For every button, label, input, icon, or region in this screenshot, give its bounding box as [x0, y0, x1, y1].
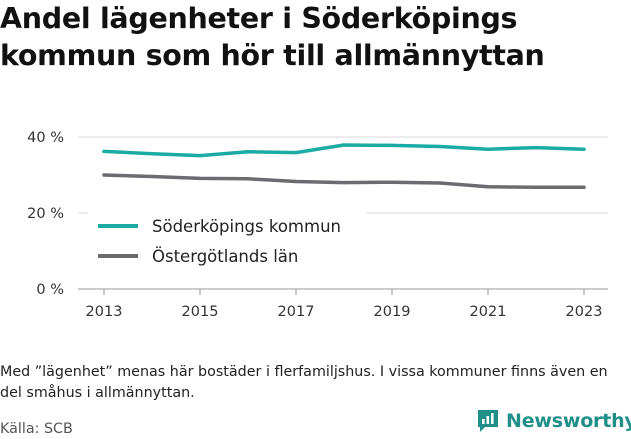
data-point	[198, 154, 202, 158]
data-point	[390, 180, 394, 184]
brand-name: Newsworthy	[506, 410, 631, 432]
data-point	[486, 185, 490, 189]
x-tick-label: 2017	[278, 304, 315, 320]
data-point	[246, 177, 250, 181]
data-point	[438, 181, 442, 185]
data-point	[294, 179, 298, 184]
data-point	[486, 147, 490, 151]
y-axis-ticks: 0 % 20 % 40 %	[27, 130, 64, 298]
x-tick-label: 2013	[86, 304, 123, 320]
source-credit: Källa: SCB	[0, 421, 73, 437]
series-line-1	[102, 143, 586, 158]
data-point	[582, 147, 586, 151]
x-tick-label: 2019	[374, 304, 411, 320]
data-point	[198, 176, 202, 181]
y-tick-label: 40 %	[27, 130, 64, 146]
chart-note: Med ”lägenhet” menas här bostäder i fler…	[0, 364, 608, 401]
newsworthy-chart-logo-icon	[478, 410, 498, 432]
legend-item-2: Östergötlands län	[98, 247, 298, 266]
x-axis-ticks: 2013 2015 2017 2019 2021 2023	[86, 289, 603, 320]
legend-label-1: Söderköpings kommun	[152, 217, 341, 236]
data-point	[150, 174, 154, 179]
series-lines	[102, 143, 586, 189]
data-point	[342, 143, 346, 147]
legend-item-1: Söderköpings kommun	[98, 217, 341, 236]
data-point	[102, 149, 106, 154]
data-point	[438, 144, 442, 149]
data-point	[534, 146, 538, 150]
data-point	[294, 150, 298, 155]
data-point	[390, 143, 394, 147]
legend: Söderköpings kommun Östergötlands län	[88, 210, 366, 272]
data-point	[342, 181, 346, 185]
brand-logo: Newsworthy	[476, 406, 631, 436]
x-tick-label: 2015	[182, 304, 219, 320]
chart-title: Andel lägenheter i Söderköpings kommun s…	[0, 2, 545, 72]
x-tick-label: 2023	[566, 304, 603, 320]
data-point	[534, 185, 538, 189]
data-point	[582, 185, 586, 189]
data-point	[246, 150, 250, 154]
data-point	[102, 173, 106, 177]
y-tick-label: 0 %	[36, 282, 64, 298]
legend-label-2: Östergötlands län	[152, 247, 298, 266]
legend-background	[88, 210, 366, 272]
x-tick-label: 2021	[470, 304, 507, 320]
data-point	[150, 152, 154, 156]
y-tick-label: 20 %	[27, 206, 64, 222]
line-chart: 0 % 20 % 40 % 2013 2015 2017 2019 2021 2023 Söd…	[27, 130, 608, 320]
